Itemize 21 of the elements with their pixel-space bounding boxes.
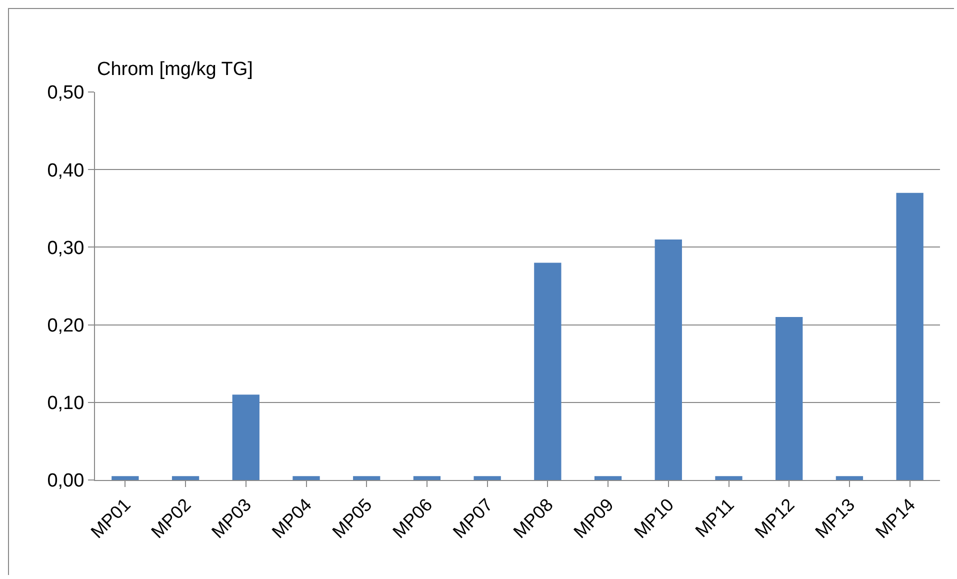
y-axis-title: Chrom [mg/kg TG] [97,59,253,80]
bar [534,262,562,480]
bar [353,476,380,480]
y-tick-label: 0,20 [47,315,84,336]
bar [474,476,501,480]
bar [232,394,260,480]
bar [654,239,682,480]
bar [292,476,320,480]
y-tick-label: 0,50 [47,82,84,104]
bar [836,476,864,480]
y-tick-label: 0,30 [47,238,84,259]
bar [413,476,441,480]
y-tick-label: 0,10 [47,393,84,414]
bar [112,476,139,480]
bar [715,476,742,480]
y-tick-label: 0,40 [47,160,84,182]
y-tick-label: 0,00 [47,470,84,492]
bar [776,317,803,480]
bar [172,476,200,480]
bar [594,476,622,480]
bar [896,192,924,480]
